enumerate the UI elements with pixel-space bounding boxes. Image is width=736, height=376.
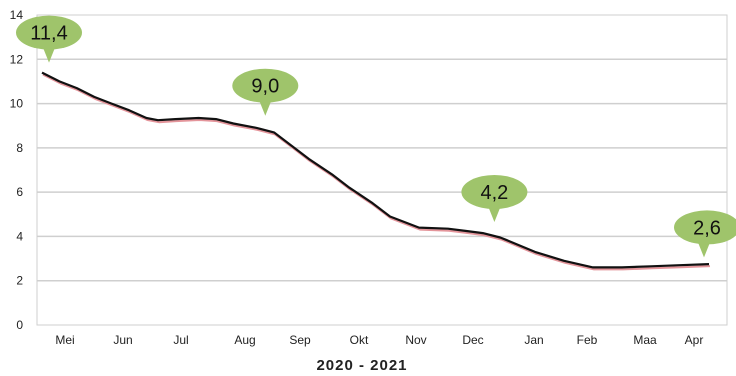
x-tick-label: Mei (55, 333, 74, 347)
x-tick-label: Nov (405, 333, 426, 347)
y-tick-label: 6 (16, 185, 23, 199)
callout-label: 11,4 (30, 23, 67, 45)
y-tick-label: 10 (10, 97, 24, 111)
x-tick-label: Apr (685, 333, 704, 347)
x-tick-label: Feb (577, 333, 598, 347)
x-tick-label: Jun (113, 333, 132, 347)
x-tick-label: Jan (524, 333, 543, 347)
callout-label: 9,0 (251, 76, 279, 98)
callout-label: 2,6 (693, 217, 721, 239)
x-tick-label: Jul (173, 333, 188, 347)
x-tick-label: Aug (234, 333, 255, 347)
x-axis-title: 2020 - 2021 (316, 357, 407, 374)
callout-label: 4,2 (480, 182, 508, 204)
y-tick-label: 14 (10, 8, 24, 22)
series-group (41, 71, 711, 271)
x-tick-label: Sep (289, 333, 311, 347)
callout-bubble (674, 210, 736, 245)
x-axis-ticks: Mei Jun Jul Aug Sep Okt Nov Dec Jan Feb Maa Apr (55, 333, 703, 347)
value-callout: 11,4 (16, 15, 82, 63)
callout-bubble (461, 175, 528, 209)
gridlines (37, 58, 727, 282)
callout-group: 11,4 9,0 4,2 2,6 (16, 15, 736, 258)
value-callout: 2,6 (674, 210, 736, 258)
value-callout: 4,2 (461, 175, 528, 222)
y-tick-label: 12 (10, 52, 24, 66)
x-tick-label: Maa (633, 333, 657, 347)
y-tick-label: 0 (16, 318, 23, 332)
plot-area (36, 14, 728, 326)
y-tick-label: 2 (16, 274, 23, 288)
series-line (41, 71, 710, 269)
callout-bubble (232, 68, 299, 103)
x-tick-label: Okt (350, 333, 369, 347)
value-callout: 9,0 (232, 68, 299, 116)
y-tick-label: 8 (16, 141, 23, 155)
y-tick-label: 4 (16, 229, 23, 243)
x-tick-label: Dec (462, 333, 483, 347)
y-axis-ticks: 0 2 4 6 8 10 12 14 (10, 8, 24, 332)
callout-bubble (16, 15, 82, 50)
